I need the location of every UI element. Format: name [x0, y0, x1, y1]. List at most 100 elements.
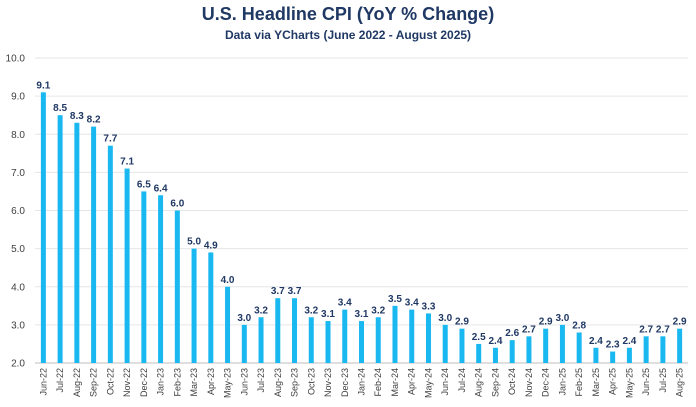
- bar: [258, 317, 264, 363]
- y-tick-label: 8.0: [11, 130, 25, 141]
- x-tick-label: May-24: [423, 368, 433, 398]
- data-label: 5.0: [187, 237, 201, 248]
- data-label: 3.7: [271, 286, 285, 297]
- bar: [626, 347, 632, 363]
- data-label: 2.4: [622, 336, 636, 347]
- x-tick-label: Feb-23: [172, 368, 182, 397]
- data-label: 6.5: [137, 179, 151, 190]
- bar: [57, 115, 63, 363]
- y-tick-label: 6.0: [11, 206, 25, 217]
- data-label: 3.2: [304, 305, 318, 316]
- x-tick-label: Mar-23: [189, 368, 199, 397]
- data-label: 3.2: [371, 305, 385, 316]
- data-label: 2.5: [472, 332, 486, 343]
- bar: [660, 336, 666, 363]
- bar: [476, 343, 482, 363]
- data-label: 7.7: [103, 134, 117, 145]
- bar: [543, 328, 549, 363]
- data-label: 8.5: [53, 103, 67, 114]
- x-tick-label: Mar-25: [591, 368, 601, 397]
- data-label: 2.4: [488, 336, 502, 347]
- x-tick-label: Jun-22: [38, 368, 48, 396]
- data-label: 3.2: [254, 305, 268, 316]
- data-label: 7.1: [120, 157, 134, 168]
- x-tick-label: Aug-23: [273, 368, 283, 397]
- bar: [409, 309, 415, 363]
- data-label: 2.4: [589, 336, 603, 347]
- x-tick-label: Oct-24: [507, 368, 517, 395]
- bar: [559, 324, 565, 363]
- bar: [425, 313, 431, 363]
- bar: [241, 324, 247, 363]
- data-label: 3.5: [388, 294, 402, 305]
- bar: [174, 210, 180, 363]
- x-tick-label: Jul-22: [55, 368, 65, 393]
- data-label: 2.9: [673, 317, 687, 328]
- bar: [526, 336, 532, 363]
- data-label: 6.4: [154, 183, 168, 194]
- y-axis-ticks: 2.0 3.0 4.0 5.0 6.0 7.0 8.0 9.0 10.0: [6, 54, 26, 370]
- bar: [610, 351, 616, 363]
- bar: [141, 191, 147, 363]
- bar: [359, 321, 364, 363]
- x-tick-label: Oct-23: [306, 368, 316, 395]
- x-tick-label: Jul-23: [256, 368, 266, 393]
- bar: [292, 298, 298, 363]
- bar: [492, 347, 498, 363]
- x-tick-label: May-23: [223, 368, 233, 398]
- x-tick-label: May-25: [624, 368, 634, 398]
- bar: [158, 195, 164, 363]
- data-label: 3.0: [438, 313, 452, 324]
- bar: [576, 332, 582, 363]
- y-tick-label: 5.0: [11, 244, 25, 255]
- x-tick-label: Jan-25: [557, 368, 567, 396]
- x-tick-label: Dec-23: [340, 368, 350, 397]
- x-tick-label: Dec-22: [139, 368, 149, 397]
- bars: [40, 92, 683, 363]
- data-label: 9.1: [36, 80, 50, 91]
- data-label: 4.0: [221, 275, 235, 286]
- x-tick-label: Aug-25: [675, 368, 685, 397]
- data-label: 4.9: [204, 240, 218, 251]
- x-tick-label: Apr-24: [407, 368, 417, 395]
- y-tick-label: 3.0: [11, 320, 25, 331]
- data-label: 6.0: [170, 199, 184, 210]
- bar: [593, 347, 599, 363]
- data-label: 8.3: [70, 111, 84, 122]
- x-tick-label: Sep-22: [89, 368, 99, 397]
- bar: [342, 309, 348, 363]
- data-label: 3.7: [288, 286, 302, 297]
- bar: [208, 252, 214, 363]
- x-tick-label: Jul-24: [457, 368, 467, 393]
- bar: [91, 126, 97, 363]
- x-tick-label: Jun-24: [440, 368, 450, 396]
- x-tick-label: Oct-22: [105, 368, 115, 395]
- bar: [191, 248, 197, 363]
- x-tick-label: Aug-24: [474, 368, 484, 397]
- bar: [442, 324, 448, 363]
- chart-title: U.S. Headline CPI (YoY % Change): [201, 4, 495, 24]
- bar: [392, 305, 398, 363]
- y-tick-label: 4.0: [11, 282, 25, 293]
- x-tick-label: Sep-24: [490, 368, 500, 397]
- y-tick-label: 2.0: [11, 359, 25, 370]
- x-tick-label: Apr-23: [206, 368, 216, 395]
- data-label: 2.3: [606, 340, 620, 351]
- y-tick-label: 9.0: [11, 92, 25, 103]
- x-tick-label: Jan-24: [357, 368, 367, 396]
- chart-subtitle: Data via YCharts (June 2022 - August 202…: [224, 28, 472, 42]
- x-tick-label: Mar-24: [390, 368, 400, 397]
- x-tick-label: Nov-22: [122, 368, 132, 397]
- bar: [308, 317, 314, 363]
- bar: [325, 321, 331, 363]
- data-label: 3.4: [338, 298, 352, 309]
- bar: [107, 145, 113, 363]
- x-tick-label: Jun-25: [641, 368, 651, 396]
- data-label: 2.7: [522, 324, 536, 335]
- data-label: 3.1: [355, 309, 369, 320]
- x-tick-label: Jan-23: [156, 368, 166, 396]
- x-tick-label: Sep-23: [290, 368, 300, 397]
- data-label: 3.0: [237, 313, 251, 324]
- x-tick-label: Feb-24: [373, 368, 383, 397]
